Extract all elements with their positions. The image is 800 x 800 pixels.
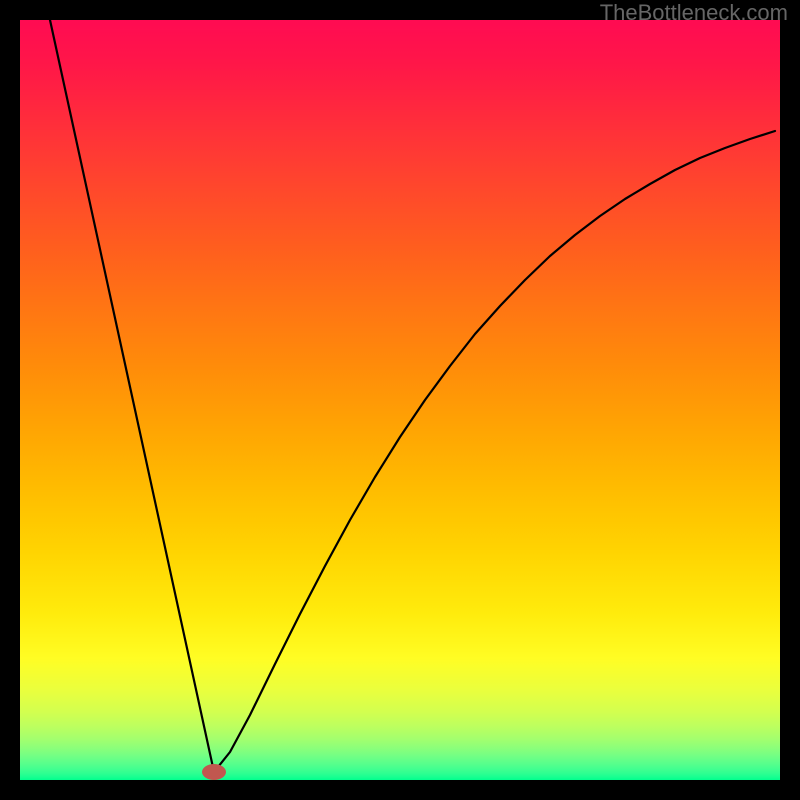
curve-line bbox=[50, 20, 775, 772]
chart-frame: TheBottleneck.com bbox=[0, 0, 800, 800]
optimal-point-marker bbox=[202, 764, 226, 780]
bottleneck-curve bbox=[0, 0, 800, 800]
watermark-text: TheBottleneck.com bbox=[600, 0, 788, 26]
